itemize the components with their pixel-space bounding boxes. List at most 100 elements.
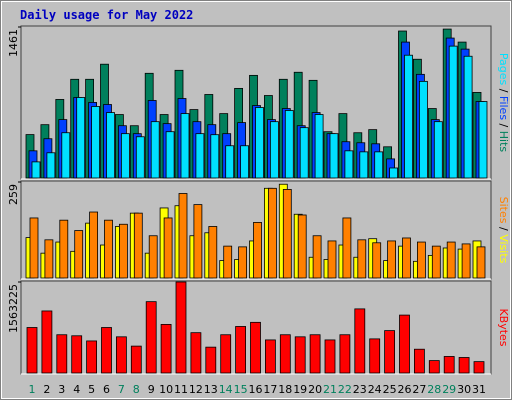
bar [269,121,279,179]
bar [312,235,322,279]
bar [148,235,158,279]
x-tick-label: 3 [58,383,65,396]
x-tick-label: 29 [442,383,456,396]
bar [458,357,470,374]
bar [314,114,324,179]
bar [145,301,157,374]
x-tick-label: 13 [204,383,218,396]
legend-entry: Hits [497,131,510,153]
bar [473,361,485,374]
x-tick-label: 15 [234,383,248,396]
bar [250,321,261,374]
bar [89,211,98,279]
bar [418,80,428,179]
bar [329,133,339,179]
x-tick-label: 5 [88,383,95,396]
x-tick-label: 27 [412,383,426,396]
bar [359,151,369,179]
bar [327,240,337,279]
legend: Sites / Visits [497,197,510,264]
bar [253,222,262,279]
x-tick-label: 26 [398,383,412,396]
bar [86,340,97,374]
bar [461,243,471,279]
x-tick-label: 23 [353,383,367,396]
bar [374,151,384,179]
x-tick-label: 12 [189,383,203,396]
bar [476,246,486,279]
bar [116,336,127,374]
bar [160,323,172,374]
bar [106,112,115,179]
x-tick-label: 6 [103,383,110,396]
x-tick-label: 18 [278,383,292,396]
bar [384,330,396,374]
bar [354,308,366,374]
bar [446,241,456,279]
bar [369,338,381,374]
bar [255,107,264,179]
bar [175,281,187,374]
x-tick-label: 25 [383,383,397,396]
bar [416,241,426,279]
x-tick-label: 9 [148,383,155,396]
x-tick-label: 8 [133,383,140,396]
bar [61,132,71,179]
legend-separator: / [497,120,510,131]
legend-separator: / [497,85,510,96]
bar [163,217,173,279]
legend: Pages / Files / Hits [497,53,510,153]
bar [299,127,309,179]
bar [433,121,443,179]
bar [478,101,488,179]
bar [294,336,306,374]
bar [413,348,425,374]
bar [297,214,307,279]
bar [133,212,143,279]
bar [26,327,38,374]
x-tick-label: 4 [73,383,80,396]
bar [46,152,56,179]
bar [210,134,220,179]
bar [101,327,112,374]
y-tick-label: 1563225 [7,284,20,333]
bar [344,150,354,179]
legend-entry: KBytes [497,308,510,346]
bar [178,193,188,279]
bar [29,217,39,279]
bar [448,45,458,179]
x-tick-label: 1 [29,383,36,396]
x-tick-label: 19 [293,383,307,396]
bar [402,237,411,279]
bar [372,242,382,279]
bar [119,223,128,279]
bar [428,360,440,374]
bar [193,204,203,279]
bar [324,339,336,374]
bar [387,240,397,279]
bar [339,334,351,374]
bar [357,239,367,279]
bar [205,346,217,374]
bar [71,335,83,374]
x-tick-label: 2 [43,383,50,396]
bar [104,219,113,279]
legend-entry: Sites [497,197,510,224]
x-tick-label: 20 [308,383,322,396]
bar [235,326,247,374]
bar [41,310,53,374]
legend-entry: Files [497,96,510,120]
bar [44,239,54,279]
bar [208,226,218,279]
x-tick-label: 28 [427,383,441,396]
x-tick-label: 30 [457,383,471,396]
bar [31,161,41,179]
bar [240,145,250,179]
bar [121,133,130,179]
x-tick-label: 31 [472,383,486,396]
bar [135,136,145,179]
x-tick-label: 22 [338,383,352,396]
bar [443,356,455,374]
